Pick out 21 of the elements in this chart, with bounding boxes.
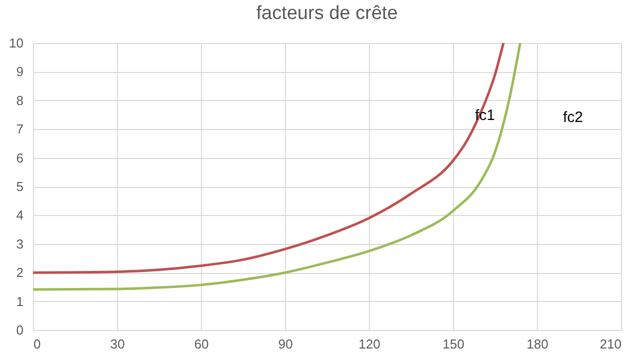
y-tick-label: 6: [16, 150, 24, 166]
y-tick-label: 7: [16, 122, 24, 137]
y-tick-label: 4: [16, 208, 24, 223]
x-tick-label: 30: [110, 336, 125, 352]
y-tick-label: 10: [9, 36, 24, 50]
x-tick-label: 0: [34, 336, 41, 352]
x-tick-label: 120: [358, 336, 380, 352]
y-tick-label: 2: [16, 265, 24, 280]
x-tick-label: 180: [526, 336, 548, 352]
chart-title: facteurs de crête: [256, 3, 398, 24]
y-tick-label: 3: [16, 236, 24, 252]
x-tick-label: 150: [442, 336, 464, 352]
y-tick-label: 5: [16, 179, 24, 194]
x-tick-label: 60: [194, 336, 209, 352]
y-tick-label: 1: [16, 294, 24, 309]
x-tick-label: 90: [278, 336, 293, 352]
y-tick-label: 0: [16, 322, 24, 338]
y-tick-label: 8: [16, 92, 24, 108]
annotation: fc2: [562, 109, 584, 126]
x-tick-label: 210: [600, 336, 622, 352]
y-tick-label: 9: [16, 64, 24, 80]
